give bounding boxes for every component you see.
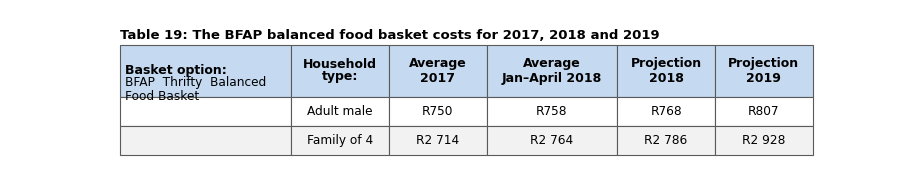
Bar — [120, 126, 291, 156]
Bar — [617, 97, 715, 126]
Text: Projection: Projection — [631, 57, 702, 70]
Bar — [389, 126, 487, 156]
Text: Adult male: Adult male — [308, 105, 373, 118]
Bar — [487, 126, 617, 156]
Text: Average: Average — [523, 57, 581, 70]
Text: Family of 4: Family of 4 — [307, 134, 373, 147]
Bar — [715, 97, 813, 126]
Text: BFAP  Thrifty  Balanced: BFAP Thrifty Balanced — [125, 76, 266, 89]
Text: Basket option:: Basket option: — [125, 64, 227, 77]
Bar — [291, 45, 389, 97]
Text: Projection: Projection — [728, 57, 800, 70]
Text: R758: R758 — [536, 105, 568, 118]
Bar — [715, 45, 813, 97]
Text: Average: Average — [409, 57, 467, 70]
Text: 2018: 2018 — [649, 72, 683, 85]
Bar — [120, 97, 291, 126]
Text: Household: Household — [303, 58, 377, 71]
Text: 2019: 2019 — [746, 72, 782, 85]
Text: Jan–April 2018: Jan–April 2018 — [501, 72, 602, 85]
Bar — [617, 45, 715, 97]
Text: R2 714: R2 714 — [416, 134, 460, 147]
Bar — [389, 45, 487, 97]
Text: R2 764: R2 764 — [531, 134, 573, 147]
Bar — [291, 97, 389, 126]
Text: R807: R807 — [748, 105, 780, 118]
Bar — [617, 126, 715, 156]
Bar — [715, 126, 813, 156]
Text: R768: R768 — [651, 105, 682, 118]
Text: 2017: 2017 — [420, 72, 455, 85]
Text: R2 786: R2 786 — [644, 134, 688, 147]
Bar — [389, 97, 487, 126]
Text: Food Basket: Food Basket — [125, 90, 198, 103]
Bar — [487, 97, 617, 126]
Text: R750: R750 — [422, 105, 453, 118]
Text: R2 928: R2 928 — [743, 134, 785, 147]
Bar — [120, 45, 291, 97]
Text: type:: type: — [322, 70, 359, 84]
Bar — [291, 126, 389, 156]
Bar — [487, 45, 617, 97]
Text: Table 19: The BFAP balanced food basket costs for 2017, 2018 and 2019: Table 19: The BFAP balanced food basket … — [120, 29, 660, 42]
